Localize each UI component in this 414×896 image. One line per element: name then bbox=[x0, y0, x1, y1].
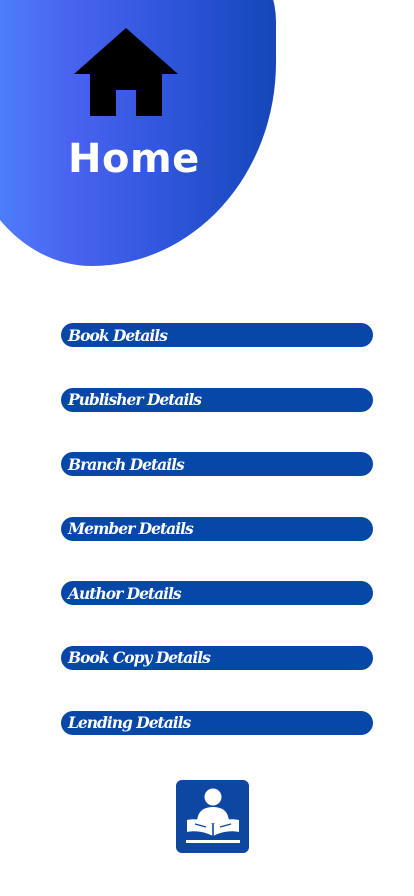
publisher-details-button[interactable]: Publisher Details bbox=[61, 387, 373, 412]
author-details-button[interactable]: Author Details bbox=[61, 581, 373, 606]
lending-details-button[interactable]: Lending Details bbox=[61, 710, 373, 735]
book-details-button[interactable]: Book Details bbox=[61, 323, 373, 347]
home-icon bbox=[74, 28, 178, 116]
branch-details-button[interactable]: Branch Details bbox=[61, 452, 373, 477]
book-copy-details-button[interactable]: Book Copy Details bbox=[61, 645, 373, 670]
menu-list: Book Details Publisher Details Branch De… bbox=[61, 323, 373, 775]
member-details-button[interactable]: Member Details bbox=[61, 516, 373, 541]
reader-icon[interactable] bbox=[176, 780, 249, 853]
page-title: Home bbox=[68, 136, 200, 182]
